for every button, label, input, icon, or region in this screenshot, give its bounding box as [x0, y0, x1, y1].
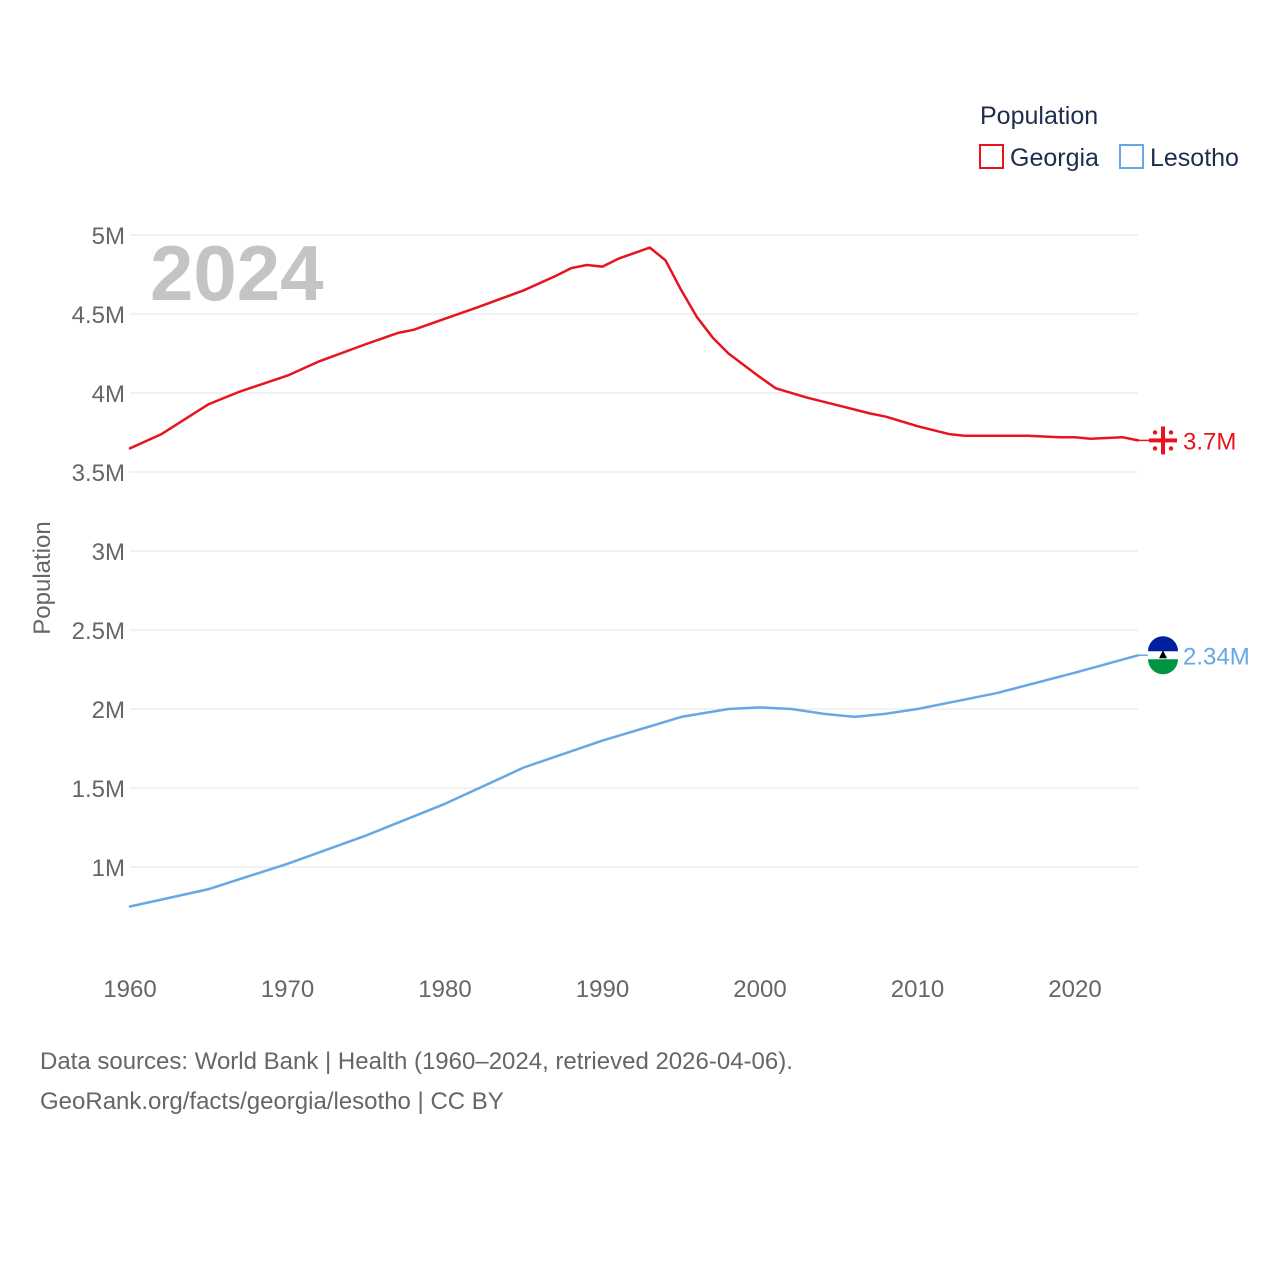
legend-swatch-georgia [979, 144, 1004, 169]
end-label-georgia: 3.7M [1183, 428, 1236, 455]
legend-swatch-lesotho [1119, 144, 1144, 169]
end-label-lesotho: 2.34M [1183, 643, 1250, 670]
y-tick-label: 5M [92, 223, 125, 250]
x-tick-label: 1960 [103, 976, 156, 1003]
y-tick-label: 2M [92, 697, 125, 724]
flag-cross-v [1161, 426, 1165, 455]
flag-small-cross [1152, 430, 1158, 435]
flag-small-cross [1152, 446, 1158, 451]
y-axis-title: Population [29, 521, 56, 634]
y-tick-label: 1M [92, 855, 125, 882]
x-tick-label: 2010 [891, 976, 944, 1003]
x-tick-label: 1970 [261, 976, 314, 1003]
data-sources-text: Data sources: World Bank | Health (1960–… [40, 1048, 793, 1075]
series-lines [128, 246, 1140, 908]
series-line-lesotho [128, 654, 1140, 908]
flag-blue-band [1148, 636, 1178, 652]
x-tick-label: 1990 [576, 976, 629, 1003]
flag-small-cross [1168, 446, 1174, 451]
y-tick-label: 3M [92, 539, 125, 566]
end-labels: 3.7M 2.34M [1138, 426, 1250, 675]
y-tick-label: 2.5M [72, 618, 125, 645]
legend-title: Population [980, 102, 1098, 130]
footer: Data sources: World Bank | Health (1960–… [40, 1042, 793, 1122]
y-axis: 1M 1.5M 2M 2.5M 3M 3.5M 4M 4.5M 5M [72, 223, 125, 882]
x-tick-label: 1980 [418, 976, 471, 1003]
grid-lines [130, 234, 1138, 868]
y-tick-label: 3.5M [72, 460, 125, 487]
series-line-georgia [128, 246, 1140, 450]
flag-green-band [1148, 659, 1178, 675]
x-tick-label: 2000 [733, 976, 786, 1003]
year-label: 2024 [150, 229, 324, 317]
legend-item-georgia[interactable]: Georgia [979, 144, 1099, 172]
legend: Population Georgia Lesotho [979, 102, 1239, 172]
legend-item-lesotho[interactable]: Lesotho [1119, 144, 1239, 172]
y-tick-label: 4M [92, 381, 125, 408]
legend-label-georgia: Georgia [1010, 144, 1099, 172]
x-axis: 1960 1970 1980 1990 2000 2010 2020 [103, 976, 1101, 1003]
georgia-flag-icon [1149, 426, 1177, 455]
legend-label-lesotho: Lesotho [1150, 144, 1239, 172]
x-tick-label: 2020 [1048, 976, 1101, 1003]
y-tick-label: 1.5M [72, 776, 125, 803]
y-tick-label: 4.5M [72, 302, 125, 329]
lesotho-flag-icon [1148, 636, 1178, 675]
flag-small-cross [1168, 430, 1174, 435]
flag-hat [1159, 650, 1167, 659]
attribution-text: GeoRank.org/facts/georgia/lesotho | CC B… [40, 1088, 504, 1115]
